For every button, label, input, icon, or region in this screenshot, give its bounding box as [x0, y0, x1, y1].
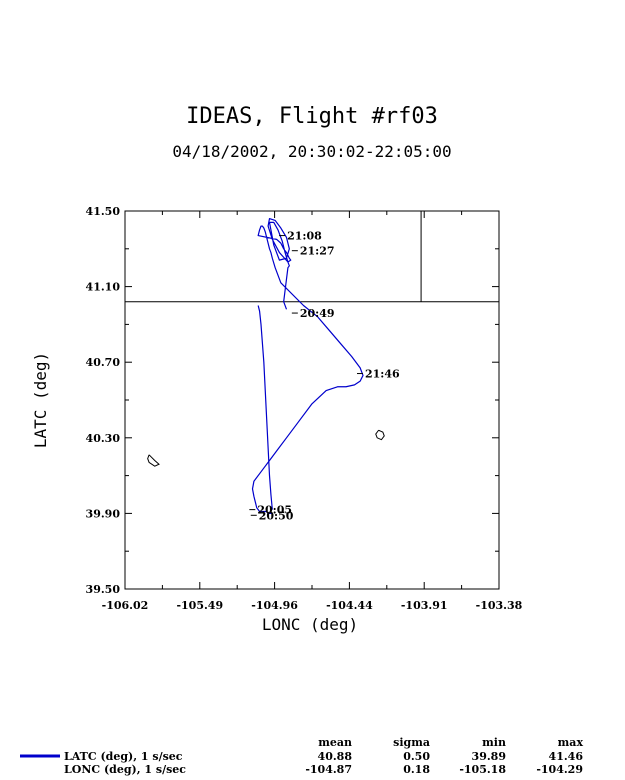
- annotation-label: 20:50: [259, 509, 294, 522]
- annotation-label: 21:27: [300, 245, 335, 258]
- legend-label-lonc: LONC (deg), 1 s/sec: [64, 763, 186, 776]
- legend-header-min: min: [482, 736, 506, 749]
- closed-contour-west: [147, 454, 160, 467]
- chart-subtitle: 04/18/2002, 20:30:02-22:05:00: [172, 142, 451, 161]
- legend: mean sigma min max LATC (deg), 1 s/sec 4…: [20, 736, 583, 776]
- legend-max-lonc: -104.29: [536, 763, 583, 776]
- legend-sigma-lonc: 0.18: [403, 763, 430, 776]
- closed-contour-east: [375, 429, 385, 441]
- legend-header-sigma: sigma: [393, 736, 430, 749]
- x-tick-label: -103.91: [401, 599, 448, 612]
- annotation-label: 20:49: [300, 307, 335, 320]
- x-tick-label: -104.44: [326, 599, 373, 612]
- axis-ticks: [124, 210, 500, 590]
- annotation-label: 20:05: [257, 504, 292, 517]
- x-axis-label: LONC (deg): [262, 615, 358, 634]
- x-tick-label: -106.02: [102, 599, 149, 612]
- legend-header-mean: mean: [318, 736, 352, 749]
- x-tick-label: -103.38: [476, 599, 523, 612]
- legend-min-lonc: -105.18: [459, 763, 506, 776]
- legend-label-latc: LATC (deg), 1 s/sec: [64, 750, 183, 763]
- chart-title: IDEAS, Flight #rf03: [186, 104, 438, 129]
- x-tick-label: -105.49: [176, 599, 223, 612]
- y-tick-label: 39.50: [86, 583, 121, 596]
- legend-mean-latc: 40.88: [318, 750, 353, 763]
- plot-frame: [124, 210, 500, 590]
- y-tick-label: 41.50: [86, 205, 121, 218]
- series-line-1: [257, 305, 273, 510]
- y-tick-label: 41.10: [86, 281, 121, 294]
- contour-outlines: [147, 429, 385, 467]
- annotation-label: 21:46: [365, 368, 400, 381]
- y-tick-label: 39.90: [86, 507, 121, 520]
- series-line-0: [251, 217, 364, 515]
- legend-header-max: max: [558, 736, 584, 749]
- legend-max-latc: 41.46: [549, 750, 584, 763]
- reference-lines: [125, 211, 499, 303]
- y-tick-label: 40.70: [86, 356, 121, 369]
- legend-sigma-latc: 0.50: [403, 750, 430, 763]
- y-axis-label: LATC (deg): [31, 352, 50, 448]
- y-tick-labels: 41.50 41.10 40.70 40.30 39.90 39.50: [86, 205, 121, 596]
- legend-min-latc: 39.89: [472, 750, 506, 763]
- y-tick-label: 40.30: [86, 432, 121, 445]
- legend-mean-lonc: -104.87: [305, 763, 352, 776]
- flight-track: [251, 217, 364, 515]
- x-tick-labels: -106.02 -105.49 -104.96 -104.44 -103.91 -103.…: [102, 599, 523, 612]
- annotation-label: 21:08: [287, 230, 322, 243]
- x-tick-label: -104.96: [251, 599, 298, 612]
